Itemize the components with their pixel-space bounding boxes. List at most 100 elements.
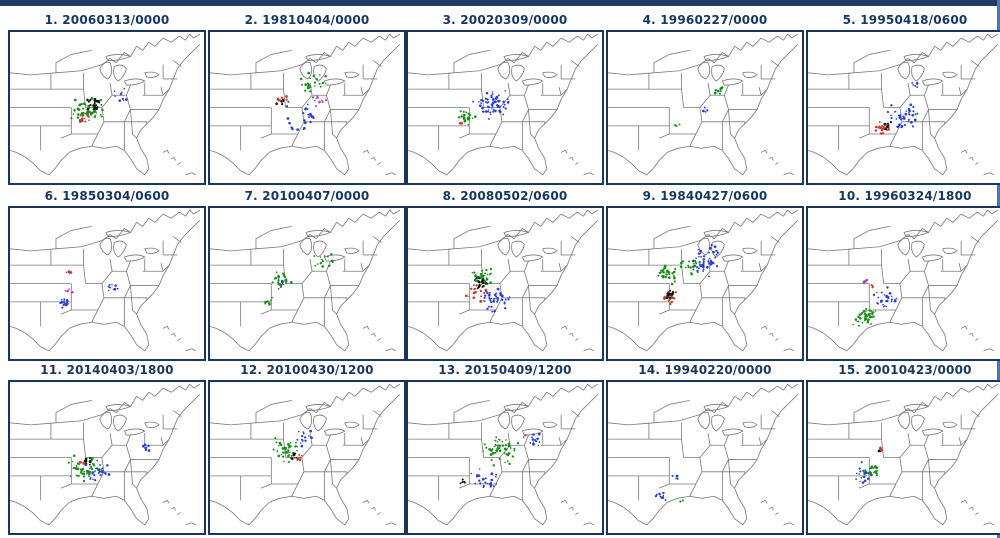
report-point bbox=[496, 444, 499, 447]
report-point bbox=[285, 105, 289, 108]
report-point bbox=[501, 294, 504, 298]
report-point bbox=[491, 452, 494, 455]
report-point bbox=[715, 265, 719, 268]
report-point bbox=[319, 85, 322, 88]
report-point bbox=[881, 132, 885, 135]
report-point bbox=[457, 116, 461, 119]
report-point bbox=[691, 259, 695, 263]
report-point bbox=[697, 267, 700, 270]
report-point bbox=[487, 117, 490, 120]
report-point bbox=[672, 296, 675, 300]
report-point bbox=[863, 309, 866, 312]
report-point bbox=[497, 94, 500, 97]
report-point bbox=[665, 271, 668, 273]
report-point bbox=[507, 442, 510, 445]
report-point bbox=[916, 83, 919, 85]
report-point bbox=[99, 98, 103, 102]
report-point bbox=[78, 463, 80, 466]
report-point bbox=[478, 468, 481, 470]
report-point bbox=[67, 270, 71, 273]
report-point bbox=[83, 460, 86, 463]
report-point bbox=[486, 482, 489, 485]
report-point bbox=[324, 75, 327, 78]
report-point bbox=[855, 478, 858, 481]
report-point bbox=[676, 125, 678, 127]
report-point bbox=[465, 111, 468, 114]
report-point bbox=[671, 474, 674, 477]
report-point bbox=[884, 127, 888, 131]
report-point bbox=[694, 261, 697, 263]
report-point bbox=[513, 447, 516, 451]
report-point bbox=[903, 123, 906, 126]
report-point bbox=[89, 467, 91, 470]
report-point bbox=[867, 477, 870, 481]
report-point bbox=[538, 432, 541, 436]
report-point bbox=[279, 285, 283, 288]
report-point bbox=[108, 286, 111, 289]
report-point bbox=[666, 293, 670, 297]
report-point bbox=[884, 305, 886, 307]
report-point bbox=[490, 95, 493, 99]
report-point bbox=[868, 309, 871, 312]
report-point bbox=[315, 97, 318, 100]
map-frame bbox=[8, 30, 206, 185]
report-point bbox=[484, 272, 487, 275]
report-point bbox=[703, 106, 706, 109]
report-point bbox=[871, 313, 874, 316]
report-point bbox=[285, 278, 288, 281]
report-point bbox=[63, 300, 66, 303]
report-point bbox=[692, 265, 695, 268]
report-point bbox=[491, 93, 494, 96]
report-point bbox=[870, 284, 873, 287]
report-point bbox=[860, 476, 863, 479]
report-point bbox=[870, 310, 873, 313]
report-point bbox=[508, 444, 511, 448]
report-point bbox=[285, 282, 288, 285]
report-point bbox=[78, 461, 82, 464]
analog-panel: 3. 20020309/0000 bbox=[406, 10, 604, 185]
report-point bbox=[680, 261, 683, 265]
report-point bbox=[671, 292, 674, 296]
state-outlines bbox=[808, 33, 999, 176]
report-point bbox=[492, 110, 495, 113]
report-point bbox=[855, 472, 858, 475]
report-point bbox=[474, 274, 477, 277]
report-point bbox=[494, 451, 497, 454]
report-point bbox=[485, 277, 489, 281]
analog-panel: 14. 19940220/0000 bbox=[606, 360, 804, 535]
report-point bbox=[508, 462, 511, 466]
report-point bbox=[275, 441, 278, 444]
report-point bbox=[480, 102, 482, 104]
report-point bbox=[685, 266, 687, 269]
report-point bbox=[88, 457, 91, 460]
report-point bbox=[111, 284, 113, 286]
report-point bbox=[123, 87, 126, 90]
report-point bbox=[901, 117, 904, 120]
report-point bbox=[914, 84, 917, 87]
report-point bbox=[93, 105, 96, 108]
report-point bbox=[277, 279, 280, 282]
report-point bbox=[74, 466, 77, 470]
report-point bbox=[881, 127, 884, 131]
report-point bbox=[859, 470, 862, 473]
report-point bbox=[77, 474, 80, 478]
report-point bbox=[867, 318, 870, 321]
report-point bbox=[113, 287, 117, 291]
report-point bbox=[859, 480, 861, 483]
report-point bbox=[96, 459, 99, 462]
report-point bbox=[664, 499, 667, 502]
map-frame bbox=[208, 206, 406, 361]
report-point bbox=[460, 115, 463, 118]
report-point bbox=[874, 310, 877, 312]
report-point bbox=[309, 429, 313, 433]
report-point bbox=[321, 101, 324, 104]
report-point bbox=[880, 291, 883, 294]
report-point bbox=[277, 454, 281, 458]
report-point bbox=[483, 292, 486, 294]
us-basemap bbox=[408, 33, 599, 176]
report-point bbox=[298, 458, 302, 462]
report-point bbox=[504, 443, 507, 447]
report-point bbox=[82, 472, 86, 476]
analog-panel: 5. 19950418/0600 bbox=[806, 10, 1000, 185]
report-point bbox=[479, 289, 483, 293]
